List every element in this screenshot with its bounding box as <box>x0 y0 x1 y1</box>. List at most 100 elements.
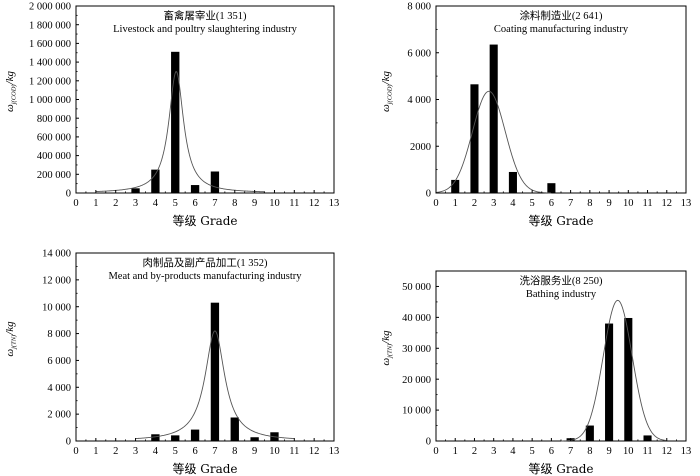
y-tick-label: 6 000 <box>407 48 431 59</box>
y-tick-label: 14 000 <box>42 249 71 260</box>
bar-grade-8 <box>585 425 594 441</box>
x-tick-label: 8 <box>587 446 592 457</box>
y-tick-label: 30 000 <box>402 344 431 355</box>
x-tick-label: 13 <box>681 198 692 209</box>
x-tick-label: 6 <box>192 198 197 209</box>
x-tick-label: 3 <box>133 198 138 209</box>
y-axis-label-symbol: ω <box>4 104 16 112</box>
y-tick-label: 8 000 <box>407 2 431 13</box>
x-tick-label: 13 <box>329 446 340 457</box>
y-axis-label-subscript: j(COD) <box>387 84 394 105</box>
y-axis-label: ωj(COD)/kg <box>380 70 394 112</box>
x-tick-label: 8 <box>232 446 237 457</box>
y-axis-label-subscript: j(COD) <box>11 84 18 105</box>
bar-grade-6 <box>547 183 556 193</box>
bar-grade-6 <box>190 429 200 441</box>
x-tick-label: 7 <box>212 198 217 209</box>
x-tick-label: 0 <box>73 198 78 209</box>
y-tick-label: 10 000 <box>402 406 431 417</box>
x-tick-label: 10 <box>269 446 280 457</box>
x-axis-label: 等级 Grade <box>172 462 237 476</box>
y-tick-label: 2000 <box>410 142 431 153</box>
bar-grade-9 <box>605 323 614 441</box>
y-axis-label: ωj(COD)/kg <box>4 70 18 112</box>
y-tick-label: 800 000 <box>37 114 71 125</box>
x-tick-label: 1 <box>93 198 98 209</box>
x-tick-label: 4 <box>510 198 516 209</box>
x-tick-label: 12 <box>309 198 320 209</box>
x-tick-label: 10 <box>269 198 280 209</box>
x-tick-label: 12 <box>309 446 320 457</box>
y-tick-label: 8 000 <box>47 329 71 340</box>
fitted-curve <box>135 330 295 440</box>
x-tick-label: 5 <box>173 446 178 457</box>
annotation-en: Livestock and poultry slaughtering indus… <box>113 24 297 35</box>
x-tick-label: 11 <box>642 446 652 457</box>
bar-grade-4 <box>151 169 160 193</box>
y-tick-label: 0 <box>66 437 71 448</box>
x-tick-label: 1 <box>453 446 458 457</box>
y-tick-label: 6 000 <box>47 356 71 367</box>
x-tick-label: 9 <box>606 446 611 457</box>
x-tick-label: 2 <box>113 198 118 209</box>
annotation-en: Meat and by-products manufacturing indus… <box>108 271 302 282</box>
y-axis-label-symbol: ω <box>4 349 16 357</box>
bar-grade-7 <box>210 302 220 441</box>
bar-grade-4 <box>151 434 160 441</box>
y-tick-label: 400 000 <box>37 151 71 162</box>
x-tick-label: 2 <box>472 446 477 457</box>
x-tick-label: 7 <box>568 198 573 209</box>
x-tick-label: 4 <box>510 446 516 457</box>
y-tick-label: 1 600 000 <box>29 39 71 50</box>
bar-grade-3 <box>489 44 498 193</box>
y-tick-label: 50 000 <box>402 282 431 293</box>
x-tick-label: 9 <box>252 446 257 457</box>
x-tick-label: 7 <box>212 446 217 457</box>
y-axis-label-subscript: j(TN) <box>387 344 394 359</box>
x-tick-label: 6 <box>549 198 554 209</box>
y-tick-label: 2 000 000 <box>29 2 71 13</box>
x-tick-label: 5 <box>530 198 535 209</box>
x-axis-label: 等级 Grade <box>528 462 593 476</box>
bar-grade-7 <box>210 171 220 193</box>
x-tick-label: 6 <box>549 446 554 457</box>
y-axis-label-unit: /kg <box>4 70 16 85</box>
y-tick-label: 600 000 <box>37 133 71 144</box>
x-tick-label: 0 <box>433 198 438 209</box>
bar-grade-8 <box>230 417 239 441</box>
y-tick-label: 20 000 <box>402 375 431 386</box>
y-tick-label: 0 <box>426 437 431 448</box>
x-tick-label: 4 <box>153 446 159 457</box>
y-tick-label: 10 000 <box>42 302 71 313</box>
x-tick-label: 3 <box>491 446 496 457</box>
y-tick-label: 0 <box>426 189 431 200</box>
x-tick-label: 9 <box>252 198 257 209</box>
x-tick-label: 2 <box>472 198 477 209</box>
x-tick-label: 1 <box>93 446 98 457</box>
x-tick-label: 11 <box>642 198 652 209</box>
y-axis-label-unit: /kg <box>380 330 392 345</box>
x-tick-label: 6 <box>192 446 197 457</box>
x-axis-label: 等级 Grade <box>528 214 593 228</box>
y-tick-label: 4 000 <box>407 95 431 106</box>
x-tick-label: 13 <box>329 198 340 209</box>
x-tick-label: 11 <box>289 198 299 209</box>
x-tick-label: 13 <box>681 446 692 457</box>
bar-grade-6 <box>190 185 200 193</box>
x-tick-label: 9 <box>606 198 611 209</box>
fitted-curve <box>435 90 552 194</box>
y-axis-label-subscript: j(TN) <box>11 335 18 350</box>
annotation-en: Bathing industry <box>526 289 597 300</box>
y-tick-label: 1 800 000 <box>29 20 71 31</box>
x-tick-label: 8 <box>587 198 592 209</box>
x-axis-label: 等级 Grade <box>172 214 237 228</box>
y-axis-label-symbol: ω <box>380 358 392 366</box>
y-tick-label: 4 000 <box>47 383 71 394</box>
y-tick-label: 0 <box>66 189 71 200</box>
x-tick-label: 12 <box>662 446 673 457</box>
x-tick-label: 11 <box>289 446 299 457</box>
